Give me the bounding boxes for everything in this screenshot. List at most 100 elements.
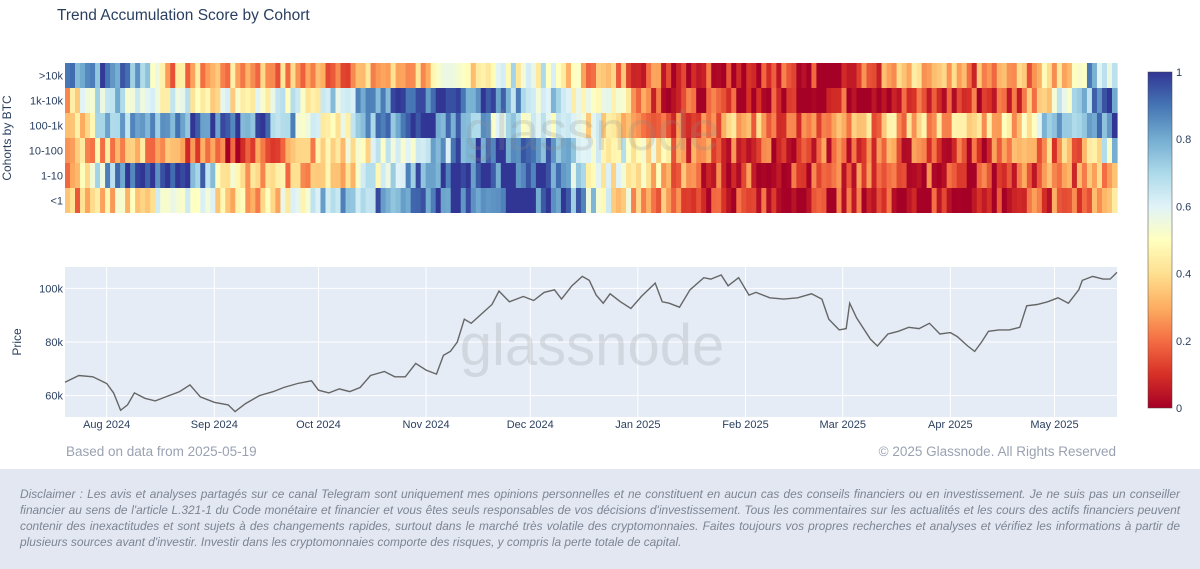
heatmap-cell [716,188,722,213]
heatmap-cell [290,63,297,88]
heatmap-cell [250,88,256,113]
heatmap-cell [460,138,467,163]
heatmap-cell [666,113,672,138]
heatmap-cell [475,188,482,213]
price-x-tick: Dec 2024 [507,419,554,431]
heatmap-cell [756,63,762,88]
heatmap-cell [405,88,412,113]
heatmap-cell [245,163,251,188]
heatmap-cell [796,188,802,213]
heatmap-cell [796,113,802,138]
heatmap-cell [731,138,737,163]
heatmap-cell [981,63,988,88]
heatmap-cell [490,138,497,163]
heatmap-cell [891,163,898,188]
heatmap-cell [671,63,677,88]
heatmap-cell [270,138,276,163]
heatmap-cell [876,113,883,138]
heatmap-cell [230,63,236,88]
heatmap-cell [160,88,166,113]
heatmap-cell [435,163,442,188]
heatmap-cell [691,88,697,113]
heatmap-cell [1081,138,1088,163]
heatmap-cell [921,138,928,163]
heatmap-cell [686,113,692,138]
heatmap-cell [410,63,417,88]
colorbar-tick: 1 [1176,67,1182,79]
heatmap-cell [951,63,958,88]
heatmap-cell [395,113,402,138]
heatmap-cell [781,113,787,138]
heatmap-cell [921,88,928,113]
heatmap-cell [565,188,572,213]
heatmap-cell [691,188,697,213]
heatmap-cell [1091,138,1098,163]
heatmap-cell [886,63,893,88]
heatmap-cell [686,163,692,188]
heatmap-cell [565,113,572,138]
heatmap-cell [215,163,221,188]
heatmap-cell [300,113,307,138]
heatmap-cell [601,163,607,188]
heatmap-cell [786,138,792,163]
heatmap-cell [265,88,271,113]
heatmap-cell [435,88,442,113]
heatmap-cell [565,138,572,163]
heatmap-cell [781,138,787,163]
heatmap-cell [611,188,617,213]
heatmap-cell [951,113,958,138]
heatmap-cell [806,63,813,88]
heatmap-cell [696,113,702,138]
heatmap-cell [410,163,417,188]
heatmap-cell [1026,88,1033,113]
heatmap-cell [330,188,337,213]
heatmap-cell [986,88,993,113]
heatmap-cell [1046,138,1053,163]
heatmap-cell [1056,138,1063,163]
heatmap-cell [1036,163,1043,188]
heatmap-cell [140,88,146,113]
heatmap-cell [245,88,251,113]
heatmap-cell [961,188,968,213]
heatmap-cell [596,188,602,213]
data-date-note: Based on data from 2025-05-19 [66,444,257,459]
heatmap-cell [996,88,1003,113]
heatmap-cell [330,63,337,88]
heatmap-cell [956,63,963,88]
heatmap-cell [405,163,412,188]
heatmap-cell [285,163,292,188]
heatmap-cell [916,188,923,213]
heatmap-cell [305,138,312,163]
heatmap-cell [365,138,372,163]
heatmap-cell [601,138,607,163]
heatmap-cell [575,88,582,113]
heatmap-cell [315,163,322,188]
heatmap-cell [455,113,462,138]
heatmap-cell [225,113,231,138]
heatmap-cell [460,188,467,213]
heatmap-cell [65,138,71,163]
heatmap-cell [841,188,848,213]
heatmap-cell [365,88,372,113]
heatmap-cell [646,63,652,88]
heatmap-cell [445,138,452,163]
heatmap-cell [1056,88,1063,113]
heatmap-cell [265,138,271,163]
heatmap-cell [836,138,843,163]
heatmap-cell [676,188,682,213]
heatmap-cell [721,138,727,163]
heatmap-cell [510,63,517,88]
heatmap-cell [916,63,923,88]
heatmap-cell [971,163,978,188]
heatmap-cell [706,88,712,113]
heatmap-cell [956,188,963,213]
heatmap-cell [475,88,482,113]
heatmap-cell [831,88,838,113]
heatmap-cell [245,63,251,88]
heatmap-cell [95,113,101,138]
heatmap-cell [255,113,261,138]
heatmap-cell [606,63,612,88]
heatmap-cell [470,138,477,163]
heatmap-cell [706,163,712,188]
heatmap-cell [946,63,953,88]
